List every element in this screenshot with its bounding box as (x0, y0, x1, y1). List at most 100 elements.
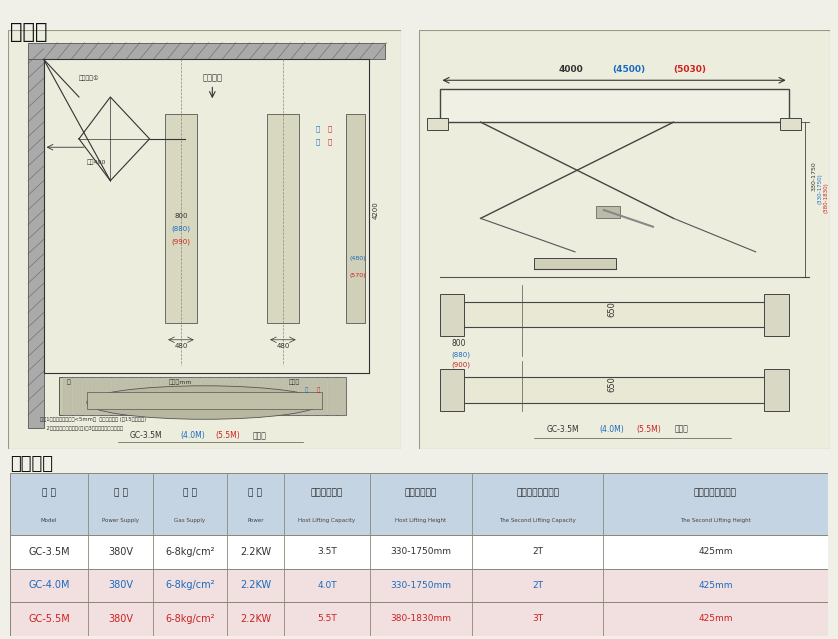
Text: 尺寸图: 尺寸图 (675, 425, 689, 434)
Text: 380-1830mm: 380-1830mm (391, 614, 452, 623)
Text: 主机举升重量: 主机举升重量 (311, 488, 343, 497)
Polygon shape (200, 378, 209, 415)
Polygon shape (328, 378, 336, 415)
Text: 前后面mm: 前后面mm (169, 379, 193, 385)
Text: 尺寸图: 尺寸图 (10, 22, 48, 42)
Polygon shape (152, 378, 159, 415)
Polygon shape (93, 378, 101, 415)
Text: 行控箱位①: 行控箱位① (79, 75, 100, 81)
Text: Host Lifting Capacity: Host Lifting Capacity (298, 518, 355, 523)
Text: (480): (480) (349, 256, 365, 261)
Text: 6-8kg/cm²: 6-8kg/cm² (165, 547, 215, 557)
Bar (59, 378, 345, 415)
Text: 二次举升适配高度: 二次举升适配高度 (694, 488, 737, 497)
Text: 5.5T: 5.5T (317, 614, 337, 623)
Polygon shape (191, 378, 199, 415)
Text: 图: 图 (328, 125, 332, 132)
Text: The Second Lifting Capacity: The Second Lifting Capacity (499, 518, 576, 523)
Polygon shape (122, 378, 130, 415)
Polygon shape (308, 378, 316, 415)
Text: 6-8kg/cm²: 6-8kg/cm² (165, 613, 215, 624)
Bar (596, 206, 620, 219)
Polygon shape (142, 378, 149, 415)
Polygon shape (220, 378, 228, 415)
Text: Gas Supply: Gas Supply (174, 518, 205, 523)
Text: 注：1、两道底水平间隔<5mm；  板右截面尺寸 (距15分分以上): 注：1、两道底水平间隔<5mm； 板右截面尺寸 (距15分分以上) (39, 417, 146, 422)
Bar (764, 294, 789, 335)
Text: 425mm: 425mm (698, 581, 732, 590)
Text: 图: 图 (316, 125, 320, 132)
Polygon shape (162, 378, 169, 415)
Bar (28, 59, 44, 427)
Polygon shape (289, 378, 297, 415)
Polygon shape (279, 378, 287, 415)
Text: 425mm: 425mm (698, 614, 732, 623)
Text: 3T: 3T (532, 614, 543, 623)
Text: 2.2KW: 2.2KW (240, 613, 271, 624)
Bar (764, 369, 789, 411)
Text: 二次举升适配重量: 二次举升适配重量 (516, 488, 559, 497)
Polygon shape (64, 378, 71, 415)
Bar (439, 369, 464, 411)
Text: GC-3.5M: GC-3.5M (546, 425, 579, 434)
Text: 2、电控箱位置可变在(色)；3、不配二次小车用图。: 2、电控箱位置可变在(色)；3、不配二次小车用图。 (39, 426, 122, 431)
Text: 2T: 2T (532, 581, 543, 590)
Polygon shape (102, 378, 111, 415)
Text: GC-4.0M: GC-4.0M (28, 580, 70, 590)
Polygon shape (112, 378, 120, 415)
Text: 480: 480 (174, 343, 188, 349)
Text: 3.5T: 3.5T (317, 548, 337, 557)
Text: 4000: 4000 (559, 65, 583, 74)
Text: (880): (880) (172, 226, 190, 233)
Text: (4500): (4500) (612, 65, 645, 74)
Text: (990): (990) (172, 238, 190, 245)
Polygon shape (240, 378, 247, 415)
Text: 330-1750: 330-1750 (811, 162, 816, 192)
Text: 650: 650 (608, 376, 617, 392)
Text: The Second Lifting Height: The Second Lifting Height (680, 518, 751, 523)
Ellipse shape (87, 386, 322, 419)
Text: 380V: 380V (108, 613, 133, 624)
Text: GC-5.5M: GC-5.5M (28, 613, 70, 624)
Bar (10, 569, 828, 601)
Text: 图: 图 (305, 387, 308, 393)
Bar (427, 118, 447, 130)
Bar (10, 535, 828, 569)
Text: Power: Power (247, 518, 264, 523)
Text: 型 号: 型 号 (42, 488, 56, 497)
Text: 650: 650 (608, 301, 617, 317)
Bar (28, 43, 385, 59)
Bar (780, 118, 801, 130)
Text: 4200: 4200 (373, 202, 379, 219)
Text: 主机举升高度: 主机举升高度 (405, 488, 437, 497)
Text: 最小490: 最小490 (87, 159, 106, 165)
Text: (5.5M): (5.5M) (215, 431, 241, 440)
Text: 6-8kg/cm²: 6-8kg/cm² (165, 580, 215, 590)
Text: GC-3.5M: GC-3.5M (129, 431, 162, 440)
Polygon shape (269, 378, 277, 415)
Polygon shape (298, 378, 307, 415)
Text: (5.5M): (5.5M) (637, 425, 661, 434)
Text: 380V: 380V (108, 580, 133, 590)
Text: 2T: 2T (532, 548, 543, 557)
Bar (439, 89, 789, 122)
Text: (900): (900) (452, 362, 471, 369)
Bar (165, 114, 197, 323)
Text: 2.2KW: 2.2KW (240, 547, 271, 557)
Text: 380V: 380V (108, 547, 133, 557)
Polygon shape (250, 378, 257, 415)
Bar (456, 378, 772, 403)
Text: (880): (880) (452, 351, 471, 358)
Polygon shape (338, 378, 345, 415)
Text: 功 率: 功 率 (249, 488, 262, 497)
Bar (345, 114, 365, 323)
Text: 图: 图 (316, 138, 320, 144)
Polygon shape (210, 378, 218, 415)
Polygon shape (73, 378, 81, 415)
Text: 330-1750mm: 330-1750mm (391, 548, 452, 557)
Text: 图: 图 (317, 387, 320, 393)
Polygon shape (132, 378, 140, 415)
Polygon shape (83, 378, 91, 415)
Polygon shape (181, 378, 189, 415)
Text: 425mm: 425mm (698, 548, 732, 557)
